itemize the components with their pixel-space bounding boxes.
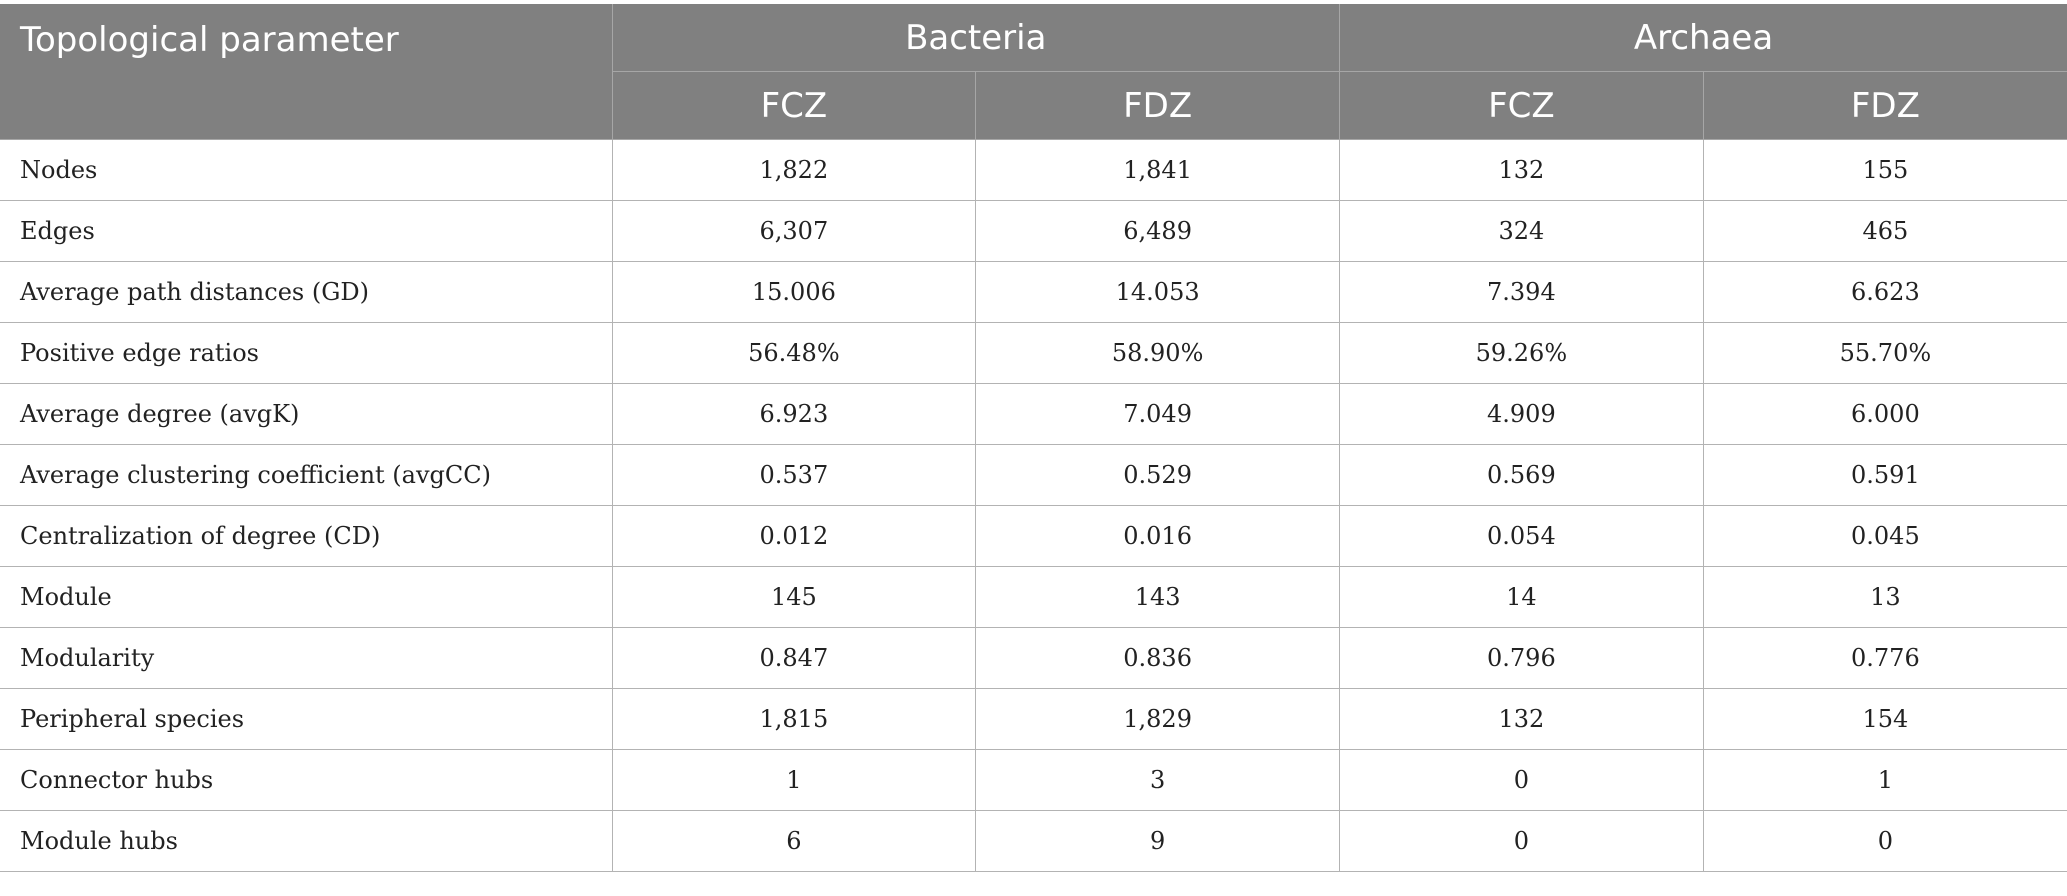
table-cell: 6,307	[611, 200, 976, 262]
table-cell: 0	[1702, 810, 2067, 872]
table-cell: 7.394	[1339, 261, 1704, 323]
table-cell: 132	[1339, 139, 1704, 201]
header-row-subgroups: FCZ FDZ FCZ FDZ	[0, 71, 2067, 140]
table-container: Topological parameter Bacteria Archaea F…	[0, 4, 2067, 872]
table-row: Module 145 143 14 13	[0, 566, 2067, 628]
row-label: Average degree (avgK)	[0, 383, 612, 445]
table-row: Average degree (avgK) 6.923 7.049 4.909 6.00…	[0, 383, 2067, 445]
table-row: Modularity 0.847 0.836 0.796 0.776	[0, 627, 2067, 689]
table-cell: 324	[1339, 200, 1704, 262]
table-cell: 55.70%	[1702, 322, 2067, 384]
row-label: Centralization of degree (CD)	[0, 505, 612, 567]
header-bacteria-fcz: FCZ	[612, 71, 977, 140]
table-cell: 9	[975, 810, 1340, 872]
table-cell: 0.537	[611, 444, 976, 506]
table-cell: 6	[611, 810, 976, 872]
table-cell: 3	[975, 749, 1340, 811]
table-cell: 14.053	[975, 261, 1340, 323]
table-cell: 143	[975, 566, 1340, 628]
header-row-groups: Topological parameter Bacteria Archaea	[0, 4, 2067, 140]
table-cell: 155	[1702, 139, 2067, 201]
table-cell: 4.909	[1339, 383, 1704, 445]
table-cell: 59.26%	[1339, 322, 1704, 384]
table-cell: 0.054	[1339, 505, 1704, 567]
table-cell: 6,489	[975, 200, 1340, 262]
row-label: Edges	[0, 200, 612, 262]
table-row: Module hubs 6 9 0 0	[0, 810, 2067, 872]
table-cell: 0	[1339, 810, 1704, 872]
table-cell: 58.90%	[975, 322, 1340, 384]
table-row: Edges 6,307 6,489 324 465	[0, 200, 2067, 262]
row-label: Positive edge ratios	[0, 322, 612, 384]
table-cell: 0.847	[611, 627, 976, 689]
table-cell: 7.049	[975, 383, 1340, 445]
table-cell: 145	[611, 566, 976, 628]
table-cell: 56.48%	[611, 322, 976, 384]
row-label: Connector hubs	[0, 749, 612, 811]
topology-table: Topological parameter Bacteria Archaea F…	[0, 4, 2067, 872]
table-row: Connector hubs 1 3 0 1	[0, 749, 2067, 811]
row-label: Average clustering coefficient (avgCC)	[0, 444, 612, 506]
row-label: Average path distances (GD)	[0, 261, 612, 323]
table-cell: 1,822	[611, 139, 976, 201]
table-cell: 13	[1702, 566, 2067, 628]
table-cell: 6.000	[1702, 383, 2067, 445]
header-bacteria-fdz: FDZ	[975, 71, 1340, 140]
row-label: Modularity	[0, 627, 612, 689]
header-archaea-fdz: FDZ	[1703, 71, 2067, 140]
table-cell: 6.623	[1702, 261, 2067, 323]
row-label: Module	[0, 566, 612, 628]
table-cell: 14	[1339, 566, 1704, 628]
table-cell: 6.923	[611, 383, 976, 445]
table-cell: 0.591	[1702, 444, 2067, 506]
table-cell: 1,815	[611, 688, 976, 750]
table-cell: 154	[1702, 688, 2067, 750]
row-label: Nodes	[0, 139, 612, 201]
table-row: Peripheral species 1,815 1,829 132 154	[0, 688, 2067, 750]
row-label: Module hubs	[0, 810, 612, 872]
row-label: Peripheral species	[0, 688, 612, 750]
table-row: Average path distances (GD) 15.006 14.053 7…	[0, 261, 2067, 323]
table-body: Nodes 1,822 1,841 132 155 Edges 6,307 6,489 324 4…	[0, 139, 2067, 872]
table-cell: 132	[1339, 688, 1704, 750]
table-cell: 0	[1339, 749, 1704, 811]
table-row: Centralization of degree (CD) 0.012 0.016 0…	[0, 505, 2067, 567]
table-cell: 1,829	[975, 688, 1340, 750]
table-row: Positive edge ratios 56.48% 58.90% 59.26% 55…	[0, 322, 2067, 384]
table-header: Topological parameter Bacteria Archaea F…	[0, 4, 2067, 140]
table-cell: 0.836	[975, 627, 1340, 689]
table-cell: 15.006	[611, 261, 976, 323]
header-parameter: Topological parameter	[0, 4, 613, 140]
table-cell: 0.796	[1339, 627, 1704, 689]
table-cell: 0.569	[1339, 444, 1704, 506]
header-group-bacteria: Bacteria	[612, 4, 1340, 72]
table-row: Average clustering coefficient (avgCC) 0.…	[0, 444, 2067, 506]
header-archaea-fcz: FCZ	[1339, 71, 1704, 140]
table-cell: 1	[1702, 749, 2067, 811]
table-row: Nodes 1,822 1,841 132 155	[0, 139, 2067, 201]
table-cell: 0.045	[1702, 505, 2067, 567]
header-group-archaea: Archaea	[1339, 4, 2067, 72]
table-cell: 465	[1702, 200, 2067, 262]
table-cell: 1	[611, 749, 976, 811]
table-cell: 1,841	[975, 139, 1340, 201]
table-cell: 0.776	[1702, 627, 2067, 689]
table-cell: 0.012	[611, 505, 976, 567]
table-cell: 0.016	[975, 505, 1340, 567]
table-cell: 0.529	[975, 444, 1340, 506]
